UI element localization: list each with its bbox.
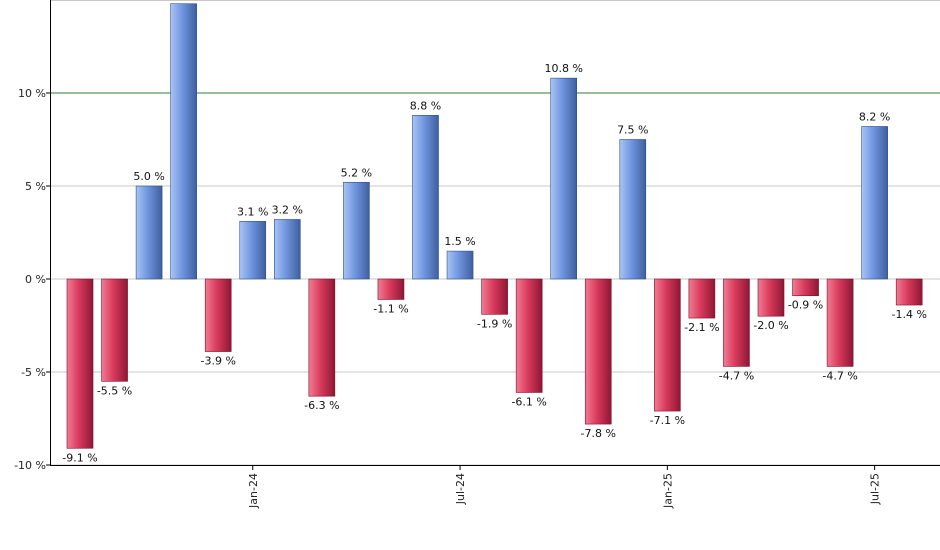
bar-data-label: -7.1 % xyxy=(650,414,685,427)
bar-positive xyxy=(239,221,267,280)
bar-data-label: -1.1 % xyxy=(373,302,408,315)
bar-negative xyxy=(654,278,681,412)
bar-data-label: -3.9 % xyxy=(200,355,235,368)
bar-negative xyxy=(723,278,750,367)
y-tick-label: 10 % xyxy=(18,87,46,100)
bar-negative xyxy=(66,278,94,449)
bar-data-label: 14.8 % xyxy=(164,0,202,1)
bar-negative xyxy=(757,278,785,317)
bar-data-label: -6.1 % xyxy=(511,395,546,408)
x-tick-label: Jan-25 xyxy=(661,473,674,509)
bar-data-label: -0.9 % xyxy=(788,299,823,312)
x-tick-label: Jul-24 xyxy=(454,473,467,505)
bar-data-label: 3.1 % xyxy=(237,205,268,218)
bar-data-label: -6.3 % xyxy=(304,399,339,412)
bar-data-label: 8.2 % xyxy=(859,110,890,123)
bar-negative xyxy=(826,278,854,367)
bar-data-label: 3.2 % xyxy=(272,203,303,216)
bar-data-label: -2.1 % xyxy=(684,321,719,334)
bar-positive xyxy=(273,219,301,280)
bar-data-label: -2.0 % xyxy=(753,319,788,332)
bar-positive xyxy=(619,139,647,280)
bar-positive xyxy=(170,3,197,280)
axes xyxy=(50,0,940,466)
bar-positive xyxy=(861,126,888,280)
bar-positive xyxy=(135,185,163,280)
x-tick-label: Jul-25 xyxy=(869,473,882,505)
bar-data-label: -7.8 % xyxy=(581,427,616,440)
bar-negative xyxy=(101,278,128,382)
bar-positive xyxy=(446,250,474,280)
y-tick-label: 5 % xyxy=(25,180,46,193)
y-tick-label: 0 % xyxy=(25,273,46,286)
bar-positive xyxy=(550,77,578,280)
bar-data-label: -4.7 % xyxy=(719,369,754,382)
bar-negative xyxy=(481,278,508,315)
bar-data-label: 1.5 % xyxy=(444,235,475,248)
bar-positive xyxy=(412,115,439,280)
bar-negative xyxy=(308,278,336,397)
bar-negative xyxy=(895,278,923,306)
y-tick-label: -10 % xyxy=(14,459,46,472)
bar-negative xyxy=(792,278,819,297)
bar-data-label: 5.0 % xyxy=(133,170,164,183)
bar-data-label: -4.7 % xyxy=(822,369,857,382)
y-tick-label: -5 % xyxy=(21,366,46,379)
bar-data-label: -1.4 % xyxy=(891,308,926,321)
data-labels: -9.1 % -5.5 % 5.0 % 14.8 % -3.9 % 3.1 % 3.2 % -… xyxy=(62,0,927,464)
bar-data-label: 8.8 % xyxy=(410,99,441,112)
bar-data-label: 10.8 % xyxy=(544,62,582,75)
bar-negative xyxy=(688,278,716,319)
bar-negative xyxy=(204,278,232,352)
bar-data-label: -5.5 % xyxy=(97,384,132,397)
bar-negative xyxy=(515,278,543,393)
bar-data-label: -9.1 % xyxy=(62,451,97,464)
bar-data-label: 7.5 % xyxy=(617,124,648,137)
bar-negative xyxy=(584,278,612,425)
x-axis-tick-labels: Jan-24 Jul-24 Jan-25 Jul-25 xyxy=(247,465,882,509)
bar-negative xyxy=(377,278,405,300)
bar-data-label: 5.2 % xyxy=(341,166,372,179)
x-tick-label: Jan-24 xyxy=(247,473,260,509)
y-axis-tick-labels: 10 % 5 % 0 % -5 % -10 % xyxy=(14,87,50,472)
bar-positive xyxy=(343,181,370,280)
bars xyxy=(66,3,923,449)
bar-data-label: -1.9 % xyxy=(477,317,512,330)
